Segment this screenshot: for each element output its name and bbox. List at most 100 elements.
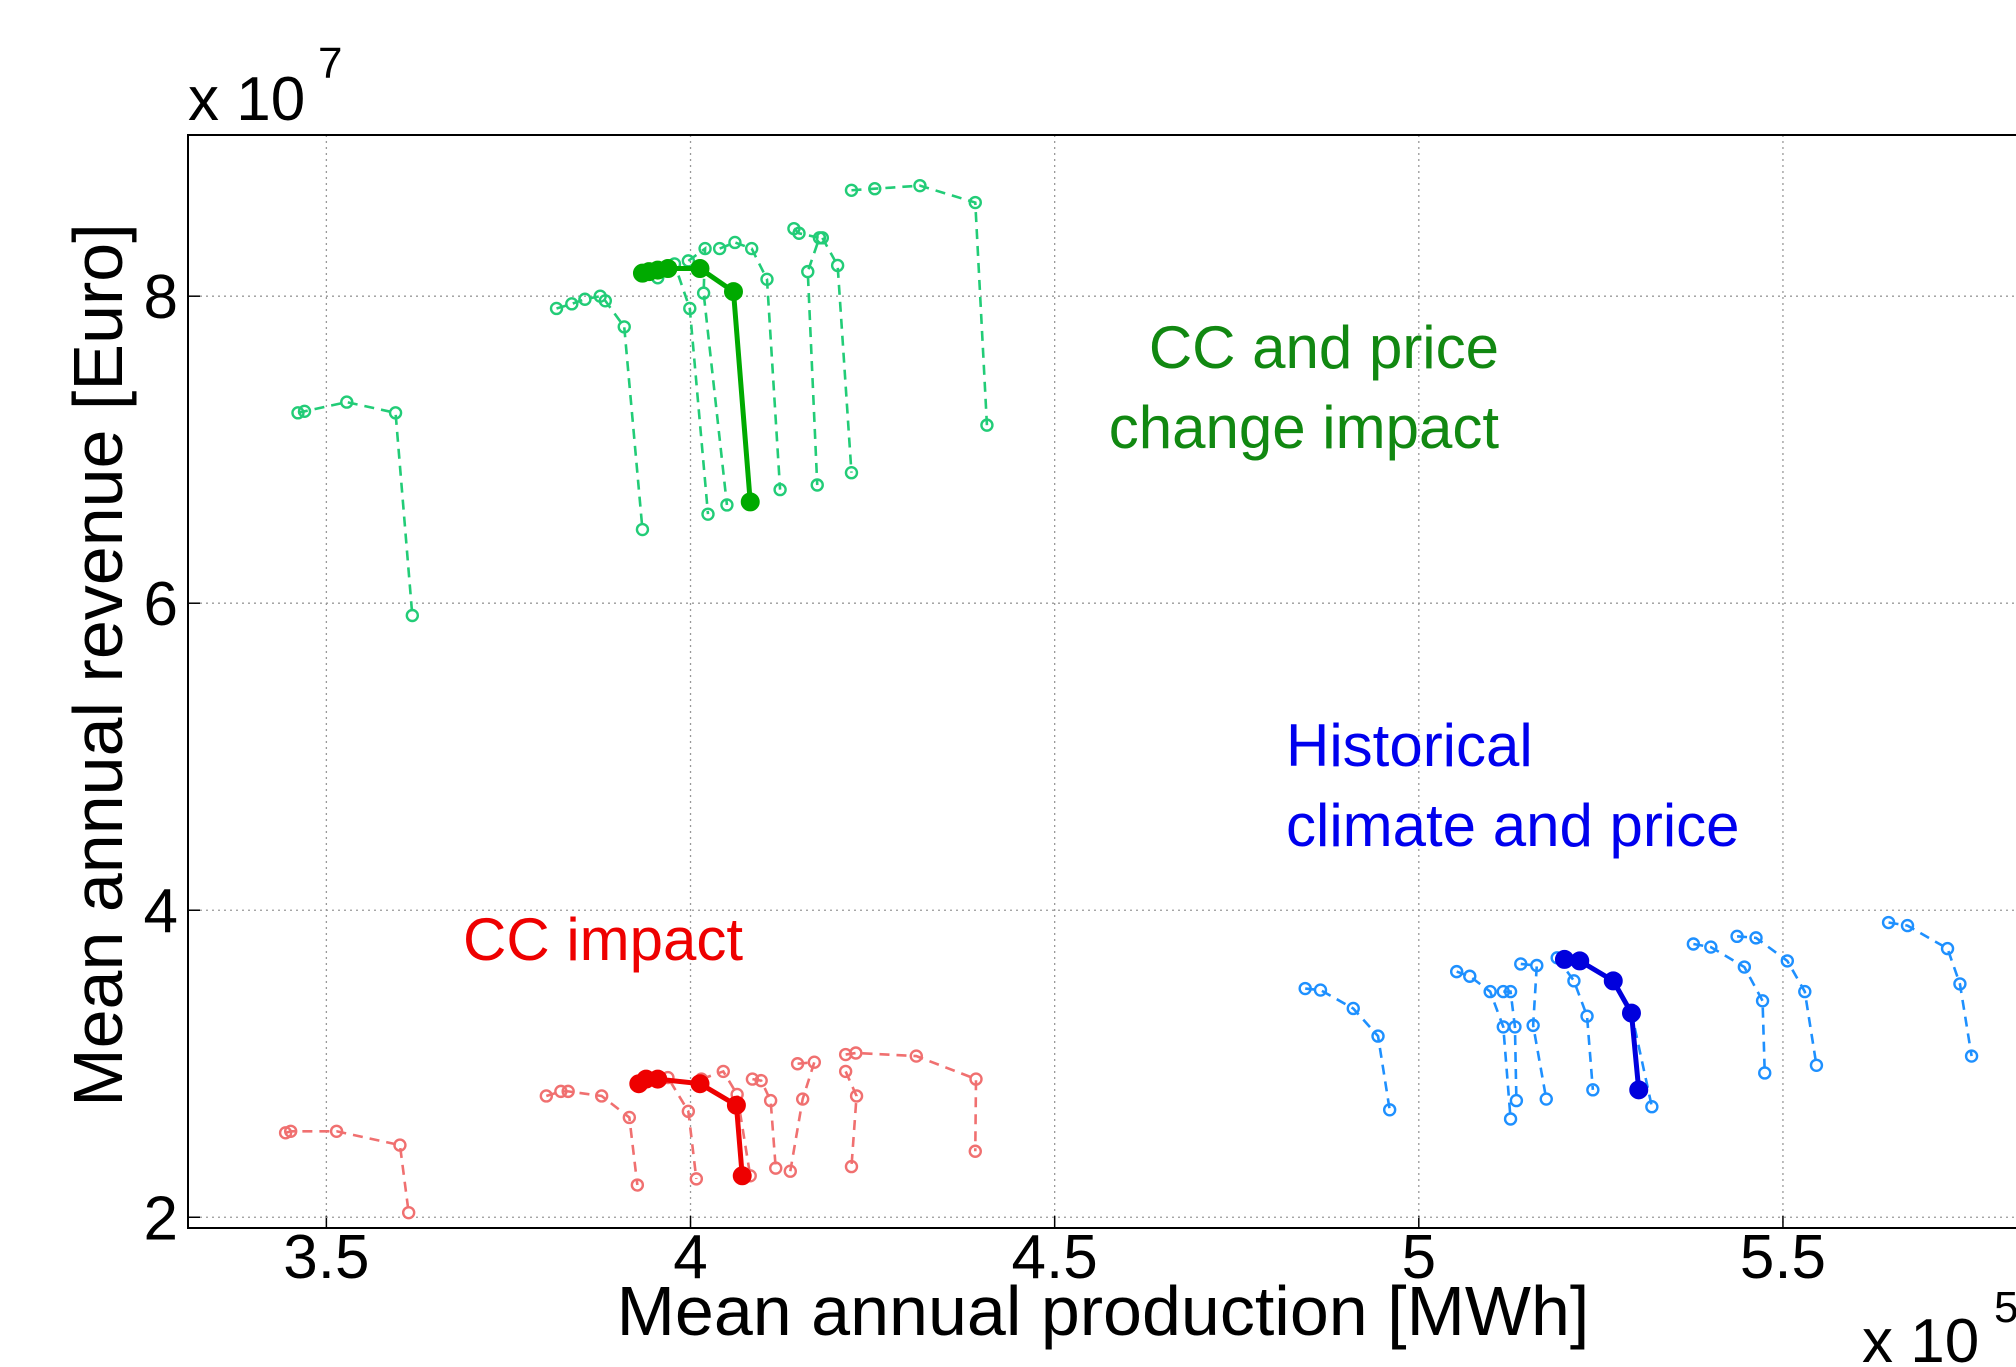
open-marker xyxy=(1798,984,1812,999)
open-marker xyxy=(763,1093,778,1108)
open-marker xyxy=(969,1072,983,1086)
y-tick-label: 4 xyxy=(144,877,178,946)
x-axis-label: Mean annual production [MWh] xyxy=(617,1272,1590,1350)
open-marker xyxy=(1503,984,1518,999)
open-marker xyxy=(1539,1092,1553,1106)
open-marker xyxy=(849,1046,863,1060)
open-marker xyxy=(868,182,882,196)
open-marker xyxy=(745,1072,760,1086)
filled-marker xyxy=(1629,1080,1649,1100)
open-marker xyxy=(830,258,845,273)
open-marker xyxy=(683,301,697,316)
open-marker xyxy=(838,1064,853,1079)
filled-marker xyxy=(726,1095,746,1115)
open-marker xyxy=(1503,1112,1518,1126)
open-marker xyxy=(630,1178,645,1192)
open-marker xyxy=(801,264,815,279)
annotation: CC and price xyxy=(1149,314,1499,381)
open-marker xyxy=(329,1124,344,1138)
open-marker xyxy=(1346,1001,1360,1016)
x-tick-label: 5.5 xyxy=(1740,1223,1826,1292)
open-marker xyxy=(1463,969,1477,983)
open-marker xyxy=(1704,940,1718,954)
open-marker xyxy=(565,297,579,311)
open-marker xyxy=(1755,994,1770,1008)
series-line xyxy=(845,1051,978,1152)
open-marker xyxy=(681,1104,696,1119)
annotation: CC impact xyxy=(463,906,743,973)
open-marker xyxy=(844,183,859,197)
open-marker xyxy=(1686,937,1701,951)
open-marker xyxy=(815,231,830,245)
open-marker xyxy=(1508,1020,1522,1034)
open-marker xyxy=(844,466,859,480)
filled-marker xyxy=(1621,1003,1641,1023)
open-marker xyxy=(1483,984,1497,999)
series-line xyxy=(687,245,729,506)
open-marker xyxy=(1953,977,1967,991)
filled-marker xyxy=(723,282,743,302)
series-line xyxy=(789,1060,817,1172)
axes-frame xyxy=(187,134,2016,1229)
open-marker xyxy=(792,226,806,240)
bold-series-line xyxy=(1564,956,1642,1091)
open-marker xyxy=(1530,958,1544,973)
series-line xyxy=(545,1090,639,1186)
open-marker xyxy=(696,286,711,300)
open-marker xyxy=(1758,1066,1772,1080)
series-line xyxy=(1556,957,1595,1090)
open-marker xyxy=(1567,974,1581,988)
series-line xyxy=(656,261,710,515)
open-marker xyxy=(1586,1083,1600,1097)
open-marker xyxy=(849,1089,864,1103)
open-marker xyxy=(594,1089,609,1103)
filled-marker xyxy=(690,1074,710,1094)
x-multiplier-exponent: 5 xyxy=(1994,1283,2016,1332)
open-marker xyxy=(622,1110,637,1125)
open-marker xyxy=(1371,1029,1385,1043)
y-tick-label: 6 xyxy=(144,570,178,639)
open-marker xyxy=(401,1205,416,1220)
open-marker xyxy=(635,522,650,537)
open-marker xyxy=(701,507,715,521)
open-marker xyxy=(393,1138,407,1152)
open-marker xyxy=(1809,1058,1824,1072)
open-marker xyxy=(1298,981,1312,996)
filled-marker xyxy=(740,492,760,512)
x-multiplier: x 10 xyxy=(1862,1307,1979,1367)
y-tick-label: 8 xyxy=(144,263,178,332)
series-line xyxy=(851,184,989,426)
open-marker xyxy=(783,1164,797,1178)
open-marker xyxy=(1780,954,1795,968)
open-marker xyxy=(1881,915,1896,930)
open-marker xyxy=(769,1161,783,1175)
series-line xyxy=(719,241,782,490)
open-marker xyxy=(716,1064,730,1079)
open-marker xyxy=(340,395,354,409)
x-tick-label: 5 xyxy=(1402,1223,1436,1292)
open-marker xyxy=(790,1057,805,1071)
open-marker xyxy=(598,294,613,308)
x-tick-label: 3.5 xyxy=(283,1223,369,1292)
annotation: change impact xyxy=(1109,394,1500,461)
open-marker xyxy=(297,404,312,419)
filled-marker xyxy=(732,1166,752,1186)
series-line xyxy=(639,1076,698,1180)
series-line xyxy=(1456,970,1512,1120)
open-marker xyxy=(1313,983,1328,997)
open-marker xyxy=(1749,931,1763,945)
open-marker xyxy=(1580,1009,1594,1023)
open-marker xyxy=(1645,1100,1659,1114)
filled-marker xyxy=(1603,971,1623,991)
open-marker xyxy=(1900,918,1915,933)
open-marker xyxy=(283,1124,298,1138)
open-marker xyxy=(807,1055,822,1069)
filled-marker xyxy=(690,259,710,279)
open-marker xyxy=(844,1159,859,1174)
open-marker xyxy=(1514,957,1528,971)
open-marker xyxy=(1940,941,1955,956)
series-line xyxy=(1736,935,1818,1066)
series-line xyxy=(297,400,414,616)
